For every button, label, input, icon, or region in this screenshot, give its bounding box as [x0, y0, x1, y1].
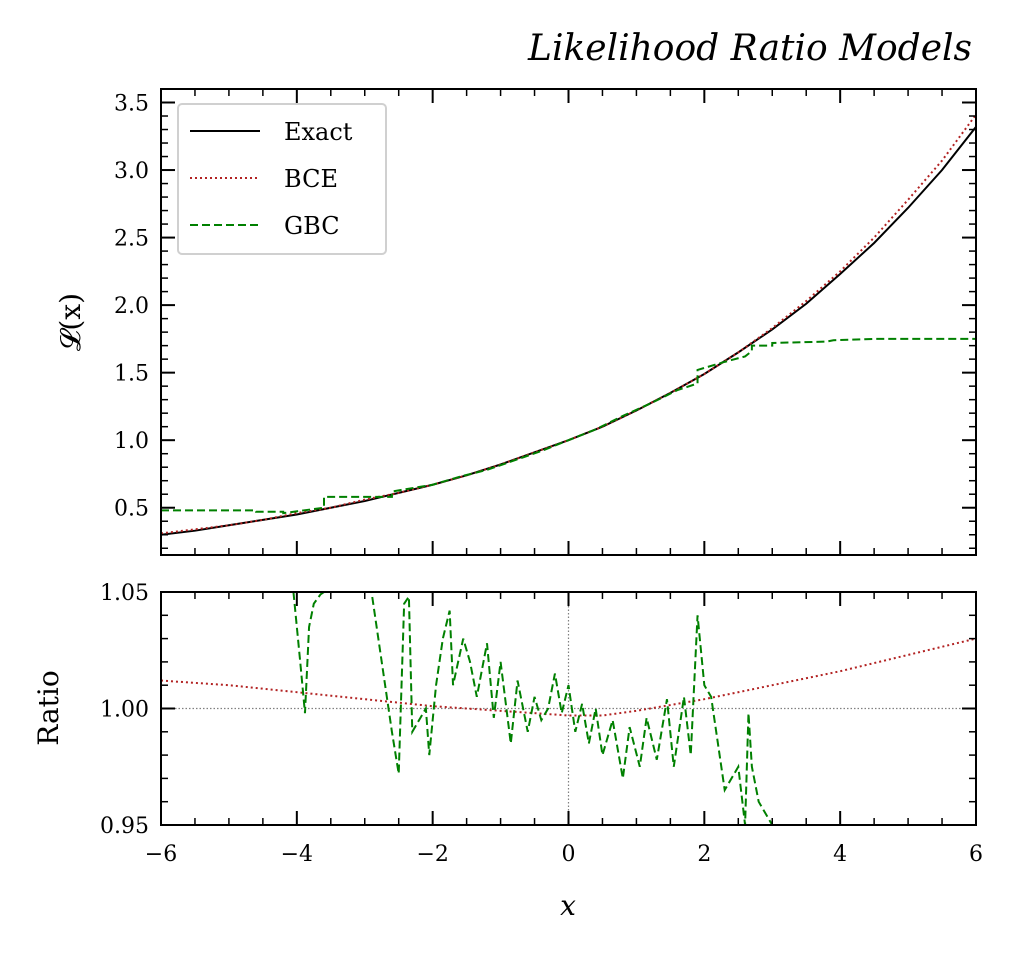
legend: Exact BCE GBC: [177, 103, 387, 255]
bottom-series-group: [161, 592, 976, 825]
bottom-ticks: −6 −4 −2 0 2 4 6 0.95 1.00 1.05: [100, 581, 983, 867]
figure-title: Likelihood Ratio Models: [527, 28, 972, 69]
bottom-y-tick-label: 0.95: [100, 814, 149, 839]
top-y-tick-label: 3.0: [114, 159, 149, 184]
top-y-tick-label: 2.0: [114, 294, 149, 319]
top-ticks: 0.5 1.0 1.5 2.0 2.5 3.0 3.5: [114, 88, 977, 555]
bottom-x-tick-label: −6: [145, 842, 177, 867]
top-y-tick-label: 0.5: [114, 497, 149, 522]
bottom-reference-lines: [161, 592, 976, 825]
top-y-tick-label: 1.0: [114, 429, 149, 454]
bottom-x-tick-label: 4: [833, 842, 847, 867]
top-series-group: [161, 114, 976, 536]
bottom-x-tick-label: 0: [562, 842, 576, 867]
top-y-tick-label: 2.5: [114, 227, 149, 252]
bottom-x-tick-label: −2: [416, 842, 448, 867]
bottom-x-axis-label: x: [560, 889, 576, 922]
bottom-series-gbc-line: [292, 592, 774, 825]
legend-label-gbc: GBC: [284, 212, 340, 240]
bottom-y-axis-label: Ratio: [32, 670, 65, 745]
top-series-gbc-line: [161, 337, 976, 515]
legend-label-exact: Exact: [284, 118, 353, 146]
bottom-x-tick-label: 6: [969, 842, 983, 867]
top-series-bce-line: [161, 114, 976, 535]
bottom-y-tick-label: 1.05: [100, 581, 149, 606]
top-y-axis-label: 𝓛(x): [54, 293, 87, 351]
bottom-series-bce-line: [161, 637, 976, 717]
top-y-tick-label: 3.5: [114, 92, 149, 117]
top-panel: 0.5 1.0 1.5 2.0 2.5 3.0 3.5 𝓛(x) Exact BCE GBC: [54, 88, 977, 556]
bottom-y-tick-label: 1.00: [100, 698, 149, 723]
top-y-tick-label: 1.5: [114, 362, 149, 387]
legend-box: [177, 103, 387, 255]
bottom-x-tick-label: 2: [697, 842, 711, 867]
bottom-x-tick-label: −4: [281, 842, 313, 867]
bottom-panel: −6 −4 −2 0 2 4 6 0.95 1.00 1.05 Ratio x: [32, 581, 983, 922]
legend-label-bce: BCE: [284, 165, 338, 193]
